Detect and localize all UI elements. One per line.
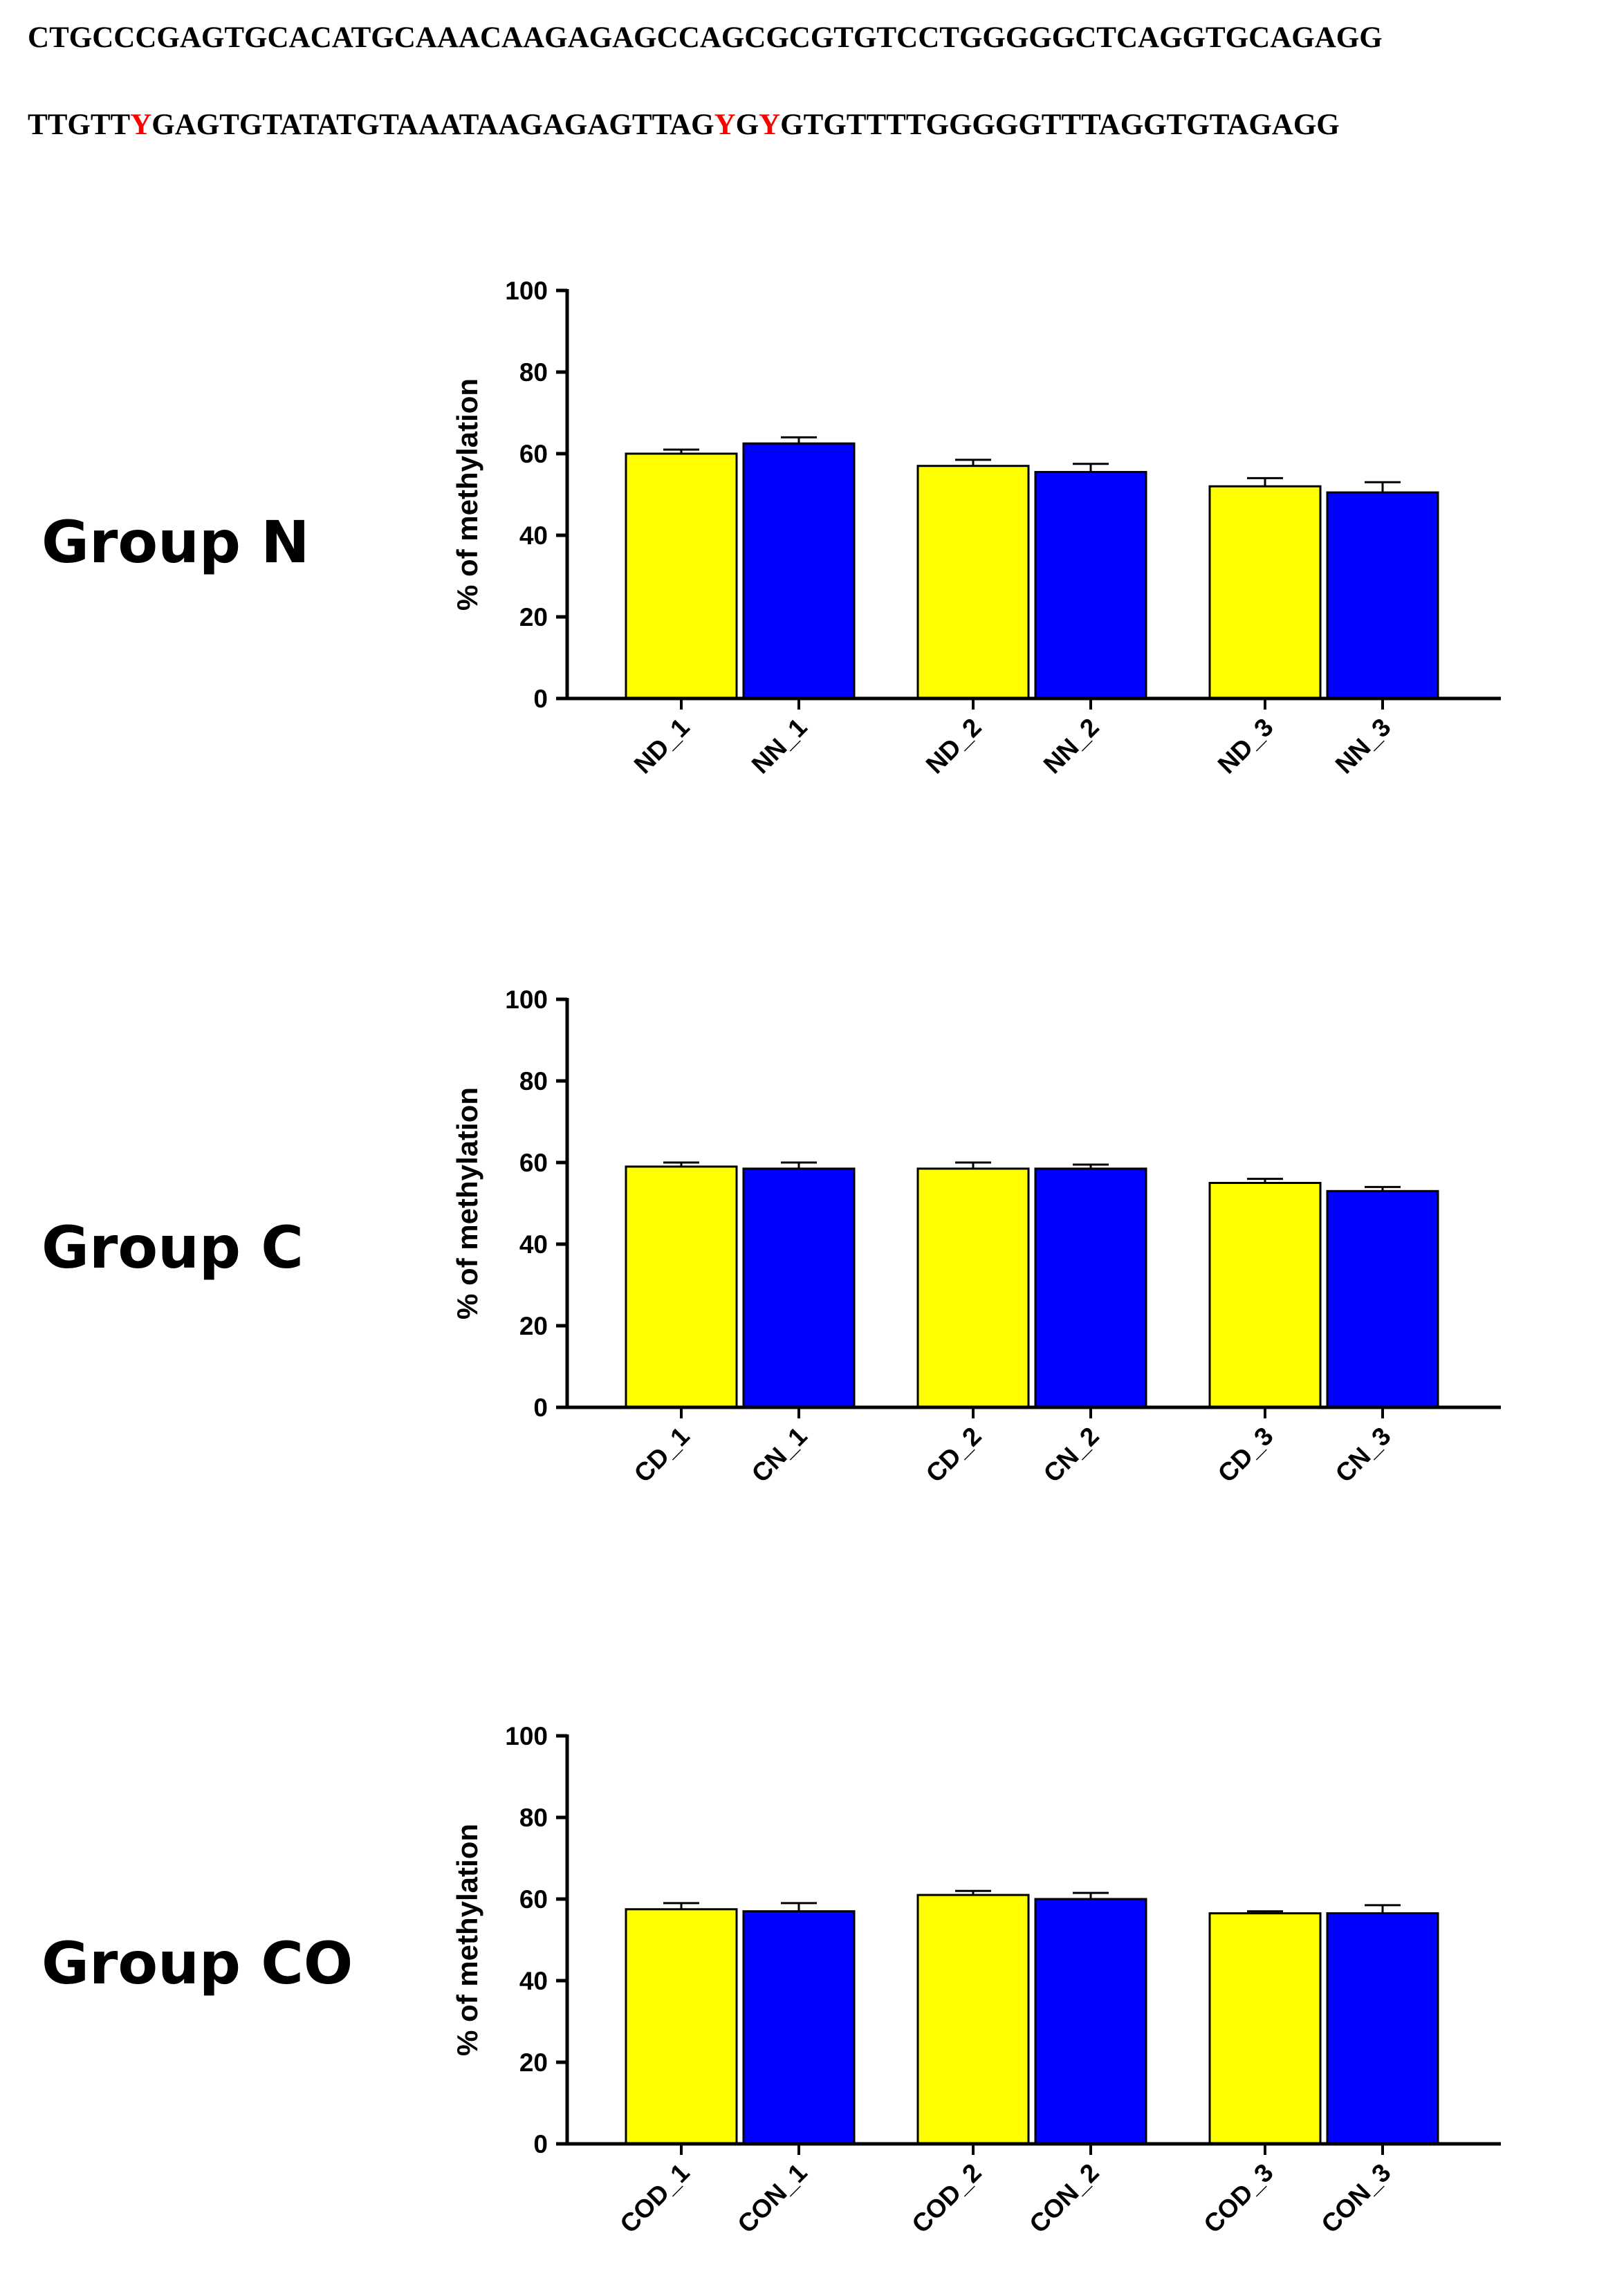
y-axis-title: % of methylation bbox=[451, 1824, 483, 2056]
x-tick-label: CON_2 bbox=[1024, 2158, 1104, 2239]
x-tick-label: CON_1 bbox=[732, 2158, 812, 2239]
bar-CD_1 bbox=[625, 1165, 738, 1409]
y-tick-label: 60 bbox=[519, 1885, 548, 1914]
group-c-title: Group C bbox=[41, 1214, 304, 1281]
y-tick-label: 0 bbox=[533, 1394, 548, 1422]
y-tick-label: 100 bbox=[505, 985, 548, 1014]
y-axis-title: % of methylation bbox=[451, 1087, 483, 1320]
methylation-site-marker: Y bbox=[130, 109, 152, 141]
bar-CON_3 bbox=[1326, 1912, 1439, 2145]
bar-CON_1 bbox=[742, 1910, 856, 2145]
group-c-chart: 0 20 40 60 80 100 % of methylation CD_1 CN_1 CD_2… bbox=[451, 985, 1501, 1488]
x-tick-label: CN_3 bbox=[1330, 1422, 1396, 1488]
y-tick-label: 80 bbox=[519, 1067, 548, 1095]
y-tick-label: 80 bbox=[519, 1804, 548, 1832]
sequence-line-2: TTGTTYGAGTGTATATGTAAATAAGAGAGTTAGYGYGTGT… bbox=[28, 109, 1340, 141]
y-tick-label: 100 bbox=[505, 1722, 548, 1750]
bar-COD_3 bbox=[1208, 1912, 1322, 2145]
x-tick-label: ND_2 bbox=[921, 713, 987, 779]
methylation-site-marker: Y bbox=[714, 109, 736, 141]
x-tick-label: CN_2 bbox=[1038, 1422, 1105, 1488]
x-tick-label: NN_3 bbox=[1330, 713, 1396, 779]
bar-CON_2 bbox=[1034, 1898, 1147, 2145]
x-tick-label: CD_1 bbox=[629, 1422, 695, 1488]
x-tick-label: CON_3 bbox=[1316, 2158, 1396, 2239]
bar-NN_2 bbox=[1034, 471, 1147, 700]
bar-CD_3 bbox=[1208, 1182, 1322, 1409]
bar-CN_2 bbox=[1034, 1167, 1147, 1409]
bar-NN_3 bbox=[1326, 491, 1439, 700]
bar-COD_2 bbox=[916, 1894, 1030, 2145]
x-tick-label: COD_2 bbox=[906, 2158, 986, 2239]
x-tick-label: NN_2 bbox=[1038, 713, 1105, 779]
bar-CD_2 bbox=[916, 1167, 1030, 1409]
y-tick-label: 40 bbox=[519, 1230, 548, 1259]
sequence-line-1: CTGCCCGAGTGCACATGCAAACAAGAGAGCCAGCGCGTGT… bbox=[28, 21, 1383, 54]
bar-COD_1 bbox=[625, 1908, 738, 2145]
y-tick-label: 100 bbox=[505, 277, 548, 305]
x-tick-label: ND_3 bbox=[1212, 713, 1279, 779]
x-tick-label: CD_2 bbox=[921, 1422, 987, 1488]
x-tick-label: NN_1 bbox=[746, 713, 813, 779]
group-co-chart: 0 20 40 60 80 100 % of methylation COD_1 CON_1 CO… bbox=[451, 1722, 1501, 2239]
y-tick-label: 20 bbox=[519, 2048, 548, 2077]
y-tick-label: 0 bbox=[533, 685, 548, 713]
bar-ND_1 bbox=[625, 452, 738, 700]
x-tick-label: CN_1 bbox=[746, 1422, 813, 1488]
x-tick-label: CD_3 bbox=[1212, 1422, 1279, 1488]
y-axis-title: % of methylation bbox=[451, 378, 483, 611]
x-tick-label: COD_1 bbox=[614, 2158, 694, 2239]
methylation-site-marker: Y bbox=[759, 109, 781, 141]
group-co-title: Group CO bbox=[41, 1929, 353, 1997]
bar-CN_3 bbox=[1326, 1189, 1439, 1409]
bar-ND_3 bbox=[1208, 485, 1322, 700]
y-tick-label: 20 bbox=[519, 1312, 548, 1340]
x-tick-label: COD_3 bbox=[1198, 2158, 1278, 2239]
x-tick-label: ND_1 bbox=[629, 713, 695, 779]
y-tick-label: 40 bbox=[519, 521, 548, 550]
y-tick-label: 60 bbox=[519, 1149, 548, 1177]
y-tick-label: 40 bbox=[519, 1967, 548, 1995]
y-tick-label: 20 bbox=[519, 603, 548, 631]
group-n-title: Group N bbox=[41, 508, 310, 576]
y-tick-label: 0 bbox=[533, 2130, 548, 2158]
bar-NN_1 bbox=[742, 442, 856, 700]
y-tick-label: 60 bbox=[519, 440, 548, 468]
y-tick-label: 80 bbox=[519, 358, 548, 387]
bar-ND_2 bbox=[916, 465, 1030, 700]
bar-CN_1 bbox=[742, 1167, 856, 1409]
group-n-chart: 0 20 40 60 80 100 % of methylation ND_1 NN_1 ND_2… bbox=[451, 277, 1501, 779]
